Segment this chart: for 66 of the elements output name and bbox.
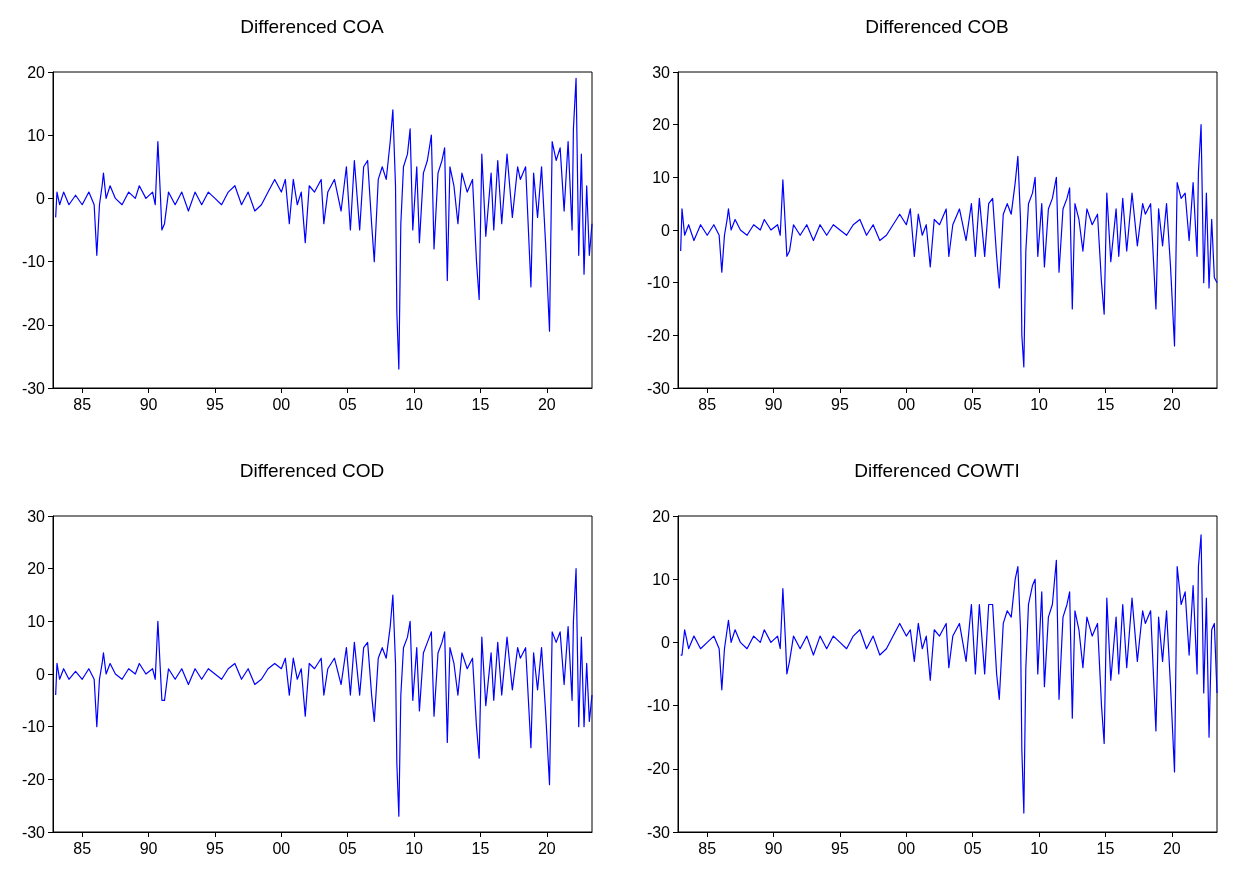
x-tick-label: 95: [206, 395, 224, 413]
y-tick-label: -10: [646, 274, 671, 292]
x-tick-label: 15: [1096, 395, 1115, 413]
y-tick-label: 10: [27, 126, 46, 144]
line-series: [680, 534, 1218, 814]
x-tick-label: 20: [537, 395, 556, 413]
x-tick-label: 05: [338, 839, 357, 857]
y-tick-label: -30: [646, 823, 671, 841]
y-tick-label: 0: [661, 221, 671, 239]
x-tick-label: 20: [1162, 395, 1181, 413]
y-tick-label: 10: [652, 570, 671, 588]
x-tick-label: 15: [1096, 839, 1115, 857]
y-tick-label: 0: [36, 189, 46, 207]
x-tick-label: 90: [764, 839, 783, 857]
y-tick-label: 0: [36, 665, 46, 683]
y-tick-label: -20: [21, 770, 46, 788]
x-tick-label: 85: [698, 839, 717, 857]
x-tick-label: 00: [272, 395, 291, 413]
y-tick-label: -10: [646, 697, 671, 715]
x-tick-label: 10: [405, 839, 424, 857]
x-tick-label: 15: [471, 839, 490, 857]
x-tick-label: 10: [1030, 395, 1049, 413]
chart-title: Differenced COD: [239, 460, 385, 481]
x-tick-label: 05: [338, 395, 357, 413]
x-tick-label: 00: [272, 839, 291, 857]
y-tick-label: 20: [652, 116, 671, 134]
chart-title: Differenced COA: [240, 16, 384, 37]
y-tick-label: 30: [652, 63, 671, 81]
y-tick-label: 30: [27, 507, 46, 525]
x-tick-label: 00: [897, 395, 916, 413]
x-tick-label: 95: [206, 839, 224, 857]
y-tick-label: -10: [21, 253, 46, 271]
x-tick-label: 20: [1162, 839, 1181, 857]
x-tick-label: 20: [537, 839, 556, 857]
y-tick-label: -10: [21, 718, 46, 736]
y-tick-label: 20: [27, 560, 46, 578]
x-tick-label: 10: [1030, 839, 1049, 857]
x-tick-label: 90: [764, 395, 783, 413]
y-tick-label: 20: [27, 63, 46, 81]
y-tick-label: -30: [21, 823, 46, 841]
y-tick-label: -20: [646, 326, 671, 344]
x-tick-label: 85: [698, 395, 717, 413]
x-tick-label: 15: [471, 395, 490, 413]
x-tick-label: 95: [831, 395, 849, 413]
y-tick-label: 0: [661, 633, 671, 651]
line-series: [55, 568, 593, 817]
line-series: [55, 77, 593, 370]
y-tick-label: -30: [21, 379, 46, 397]
x-tick-label: 95: [831, 839, 849, 857]
y-tick-label: 20: [652, 507, 671, 525]
x-tick-label: 90: [139, 395, 158, 413]
x-tick-label: 10: [405, 395, 424, 413]
x-tick-label: 05: [963, 839, 982, 857]
y-tick-label: 10: [27, 612, 46, 630]
x-tick-label: 85: [73, 395, 92, 413]
y-tick-label: 10: [652, 168, 671, 186]
y-tick-label: -30: [646, 379, 671, 397]
y-tick-label: -20: [21, 316, 46, 334]
line-series: [680, 124, 1218, 368]
x-tick-label: 90: [139, 839, 158, 857]
chart-title: Differenced COWTI: [854, 460, 1020, 481]
chart-title: Differenced COB: [865, 16, 1009, 37]
x-tick-label: 05: [963, 395, 982, 413]
y-tick-label: -20: [646, 760, 671, 778]
x-tick-label: 00: [897, 839, 916, 857]
x-tick-label: 85: [73, 839, 92, 857]
